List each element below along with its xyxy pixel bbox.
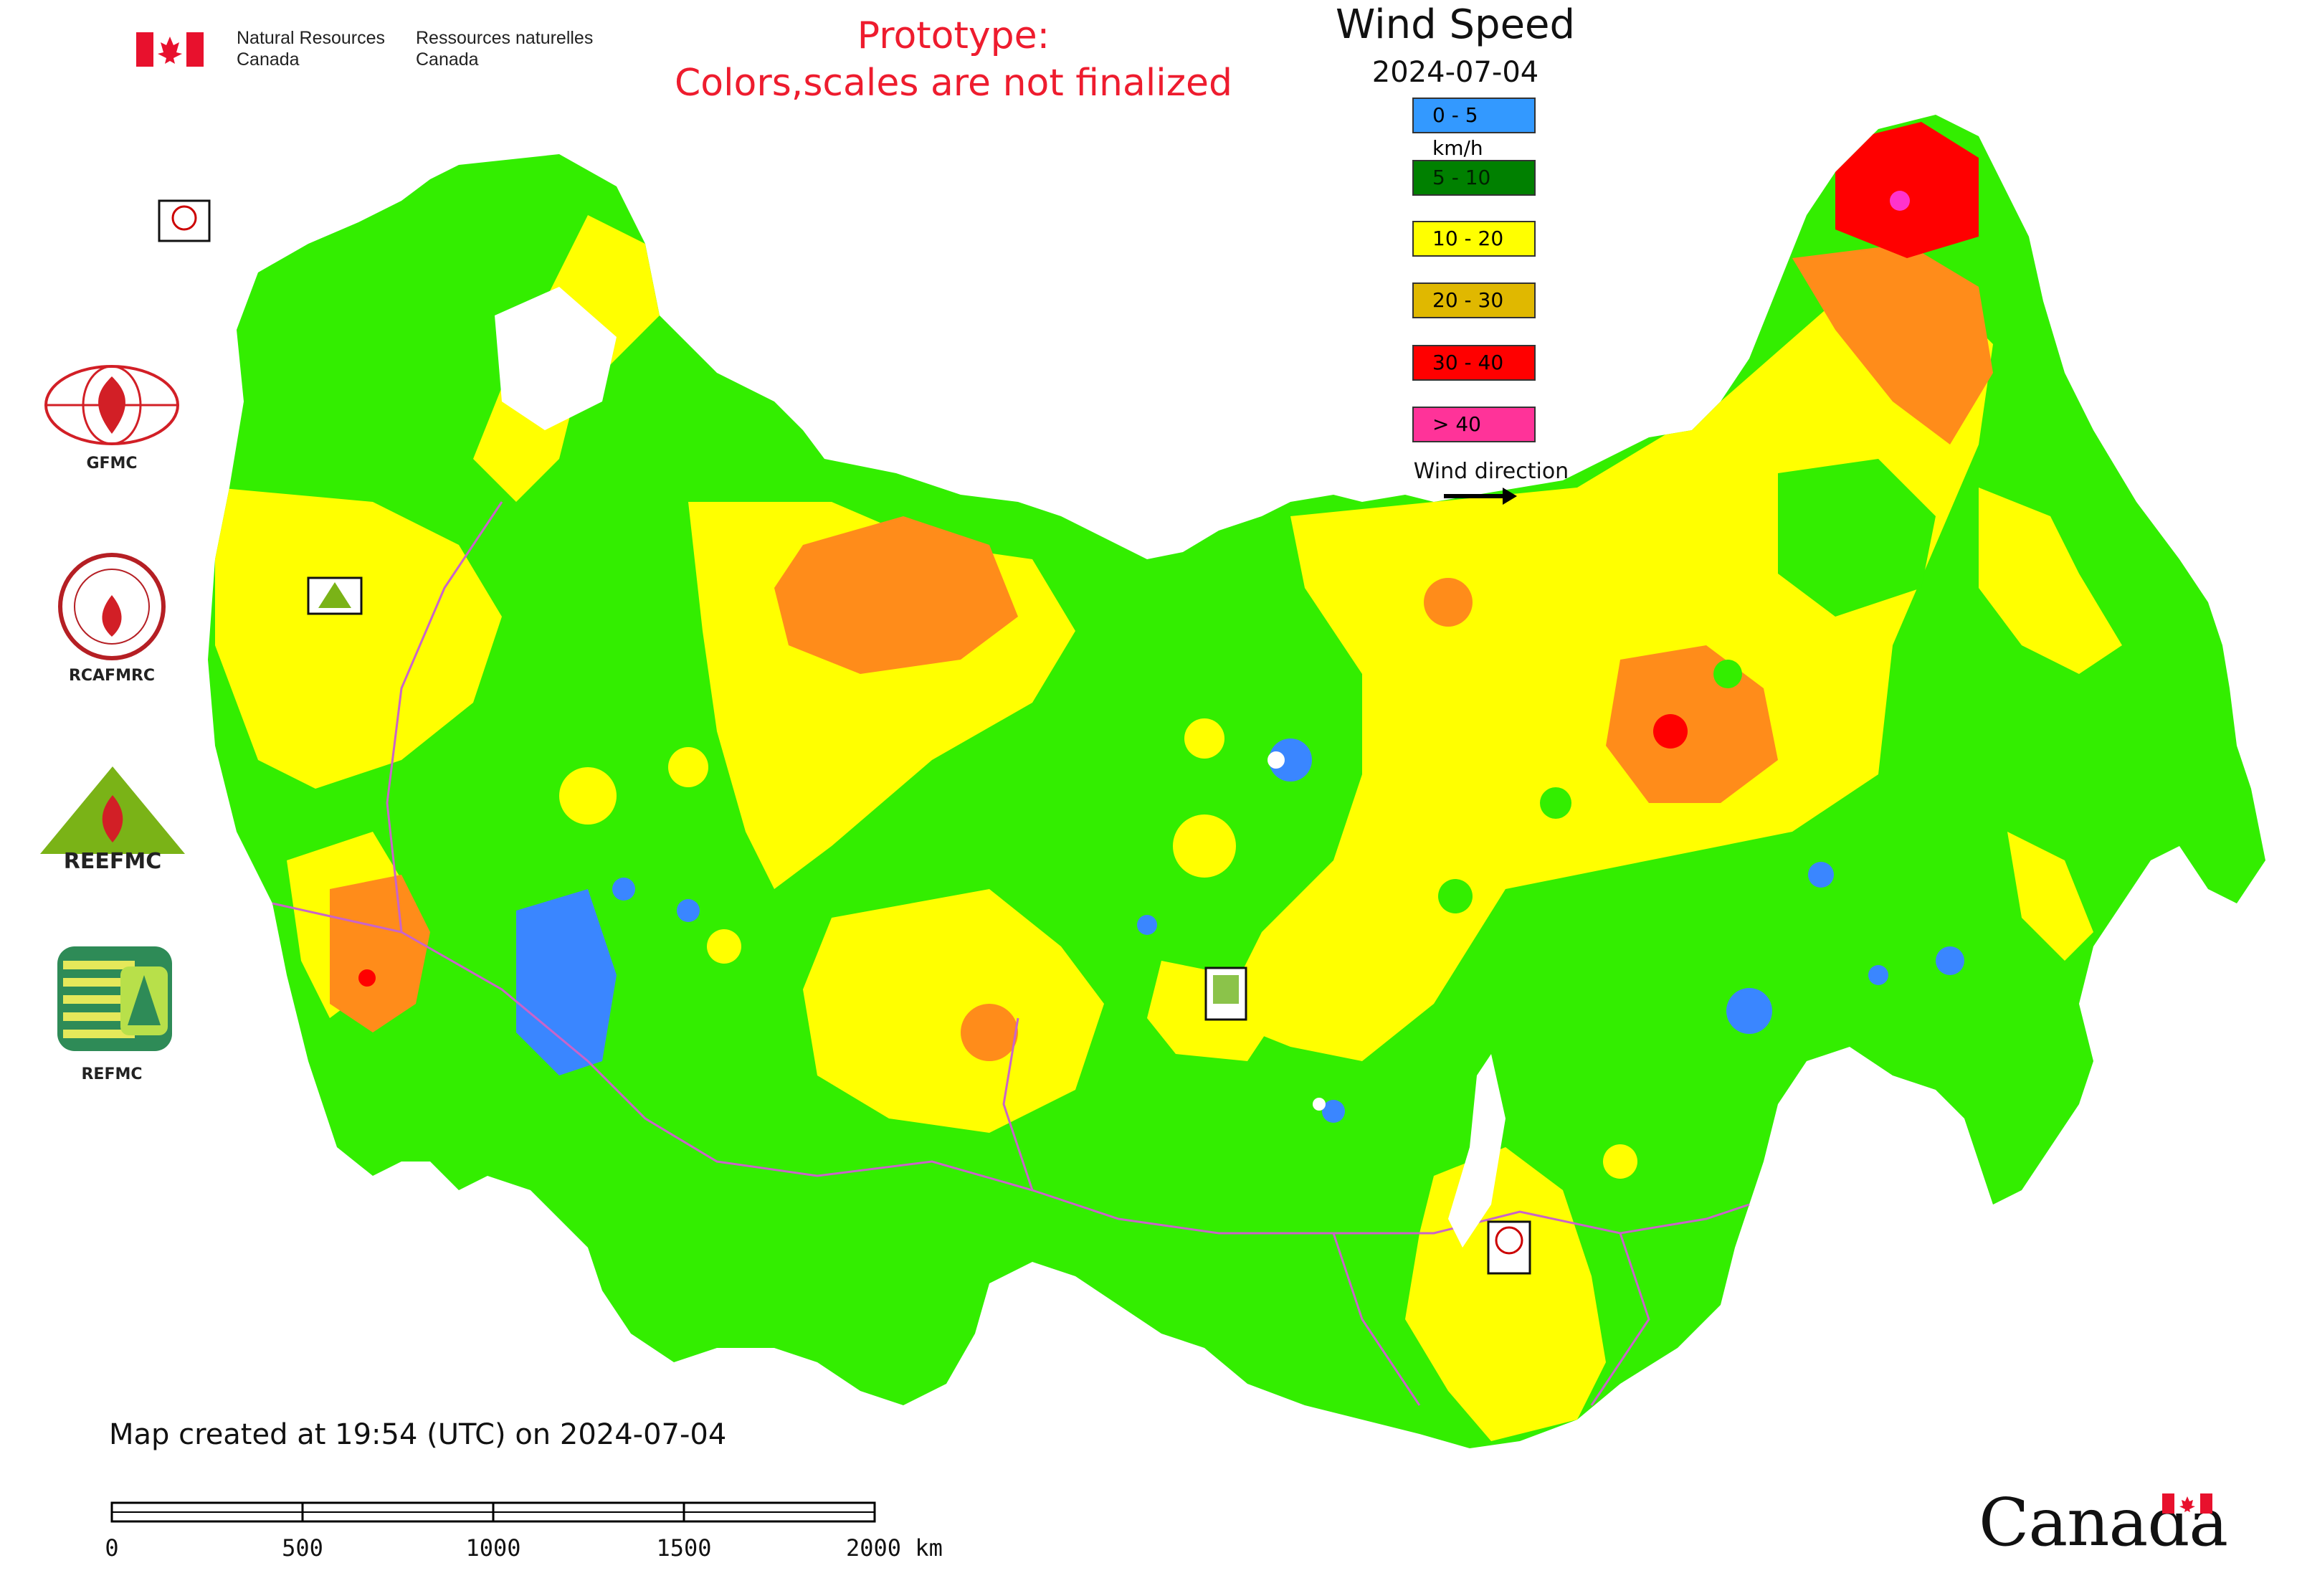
zone-orange-crimea	[330, 875, 430, 1032]
zone-red-spot	[358, 969, 376, 987]
reefmc-label: REEFMC	[64, 849, 161, 871]
scale-label: 2000 km	[846, 1534, 943, 1562]
canada-wordmark-flag-icon	[2162, 1493, 2212, 1514]
reefmc-logo: REEFMC	[40, 766, 185, 871]
zone-green-pocket	[1778, 459, 1936, 617]
zone-yellow-west	[215, 488, 502, 789]
country-boundaries	[272, 501, 1750, 1406]
wind-direction-arrow-icon	[1444, 488, 1517, 505]
legend-item: > 40	[1412, 407, 1536, 442]
fire-icon	[171, 205, 197, 231]
zone-yellow-spot	[668, 747, 708, 787]
zone-blue-spot	[612, 878, 635, 901]
zone-green-spot	[1540, 787, 1571, 819]
zone-blue-spot	[1269, 738, 1312, 782]
zone-yellow-spot	[1184, 718, 1224, 759]
white-sea	[495, 287, 617, 430]
zone-orange-spot	[961, 1004, 1018, 1061]
legend-date: 2024-07-04	[1371, 56, 1539, 89]
org-name-en-country: Canada	[237, 49, 300, 70]
lake-spot	[1313, 1098, 1326, 1111]
zone-magenta-spot	[1890, 191, 1910, 211]
refmc-logo	[57, 946, 172, 1051]
legend-item: 0 - 5 km/h	[1412, 98, 1536, 160]
zone-yellow-spot	[1173, 814, 1236, 878]
org-name-fr-country: Canada	[416, 49, 479, 70]
zone-blue-spot	[1322, 1100, 1345, 1123]
zone-blue-spot	[1808, 862, 1834, 888]
water-bodies	[495, 287, 1506, 1248]
legend-item: 20 - 30	[1412, 282, 1536, 318]
scale-bar: 0 500 1000 1500 2000 km	[105, 1501, 943, 1562]
zone-green-spot	[1713, 660, 1742, 688]
map-created-timestamp: Map created at 19:54 (UTC) on 2024-07-04	[109, 1418, 727, 1451]
legend-item: 5 - 10	[1412, 160, 1536, 196]
rcafmrc-logo	[58, 553, 166, 660]
zone-blue-caspian	[516, 889, 617, 1075]
scale-label: 0	[105, 1534, 118, 1562]
station-markers	[158, 199, 1531, 1275]
zone-blue-spot	[1936, 946, 1964, 975]
refmc-icon	[1213, 975, 1239, 1004]
lake-baikal	[1448, 1054, 1506, 1248]
gfmc-label: GFMC	[86, 455, 138, 472]
legend-item: 30 - 40	[1412, 345, 1536, 381]
refmc-label: REFMC	[81, 1065, 143, 1083]
zone-blue-spot	[677, 899, 700, 922]
wind-zones	[215, 122, 2122, 1441]
zone-red-spot	[1653, 714, 1688, 749]
zone-red-taymyr	[1835, 122, 1979, 258]
zone-blue-spot	[1137, 915, 1157, 935]
prototype-notice-detail: Colors,scales are not finalized	[674, 62, 1233, 105]
gfmc-logo	[44, 365, 179, 445]
scale-labels: 0 500 1000 1500 2000 km	[105, 1534, 942, 1562]
zone-orange-chukotka	[1792, 244, 1993, 445]
legend-title: Wind Speed	[1335, 1, 1576, 48]
scale-label: 500	[282, 1534, 323, 1562]
wind-direction-label: Wind direction	[1413, 459, 1569, 484]
rcafmrc-label: RCAFMRC	[68, 667, 156, 685]
zone-blue-spot	[1726, 988, 1772, 1034]
org-name-fr: Ressources naturelles	[416, 28, 594, 48]
zone-yellow-kamchatka	[1979, 488, 2122, 674]
zone-green-spot	[1438, 879, 1473, 913]
legend-item: 10 - 20	[1412, 221, 1536, 257]
zone-blue-spot	[2062, 1130, 2096, 1164]
triangle-icon	[318, 582, 351, 608]
station-marker-rcafmrc[interactable]	[1487, 1220, 1531, 1275]
org-name-en: Natural Resources	[237, 28, 386, 48]
zone-yellow-sakhalin	[2007, 832, 2093, 961]
zone-yellow-kazakh	[803, 889, 1104, 1133]
scale-label: 1500	[656, 1534, 711, 1562]
zone-orange-yamal	[774, 516, 1018, 674]
prototype-notice: Prototype:	[857, 14, 1050, 57]
zone-blue-spot	[1868, 965, 1888, 985]
lake-spot	[1267, 751, 1285, 769]
canada-flag-icon	[136, 32, 204, 67]
scale-label: 1000	[465, 1534, 520, 1562]
zone-yellow-spot	[559, 767, 617, 825]
zone-yellow-spot	[707, 929, 741, 964]
zone-orange-spot	[1424, 578, 1473, 627]
rcafmrc-icon	[1495, 1226, 1523, 1255]
zone-yellow-spot	[1603, 1144, 1637, 1179]
